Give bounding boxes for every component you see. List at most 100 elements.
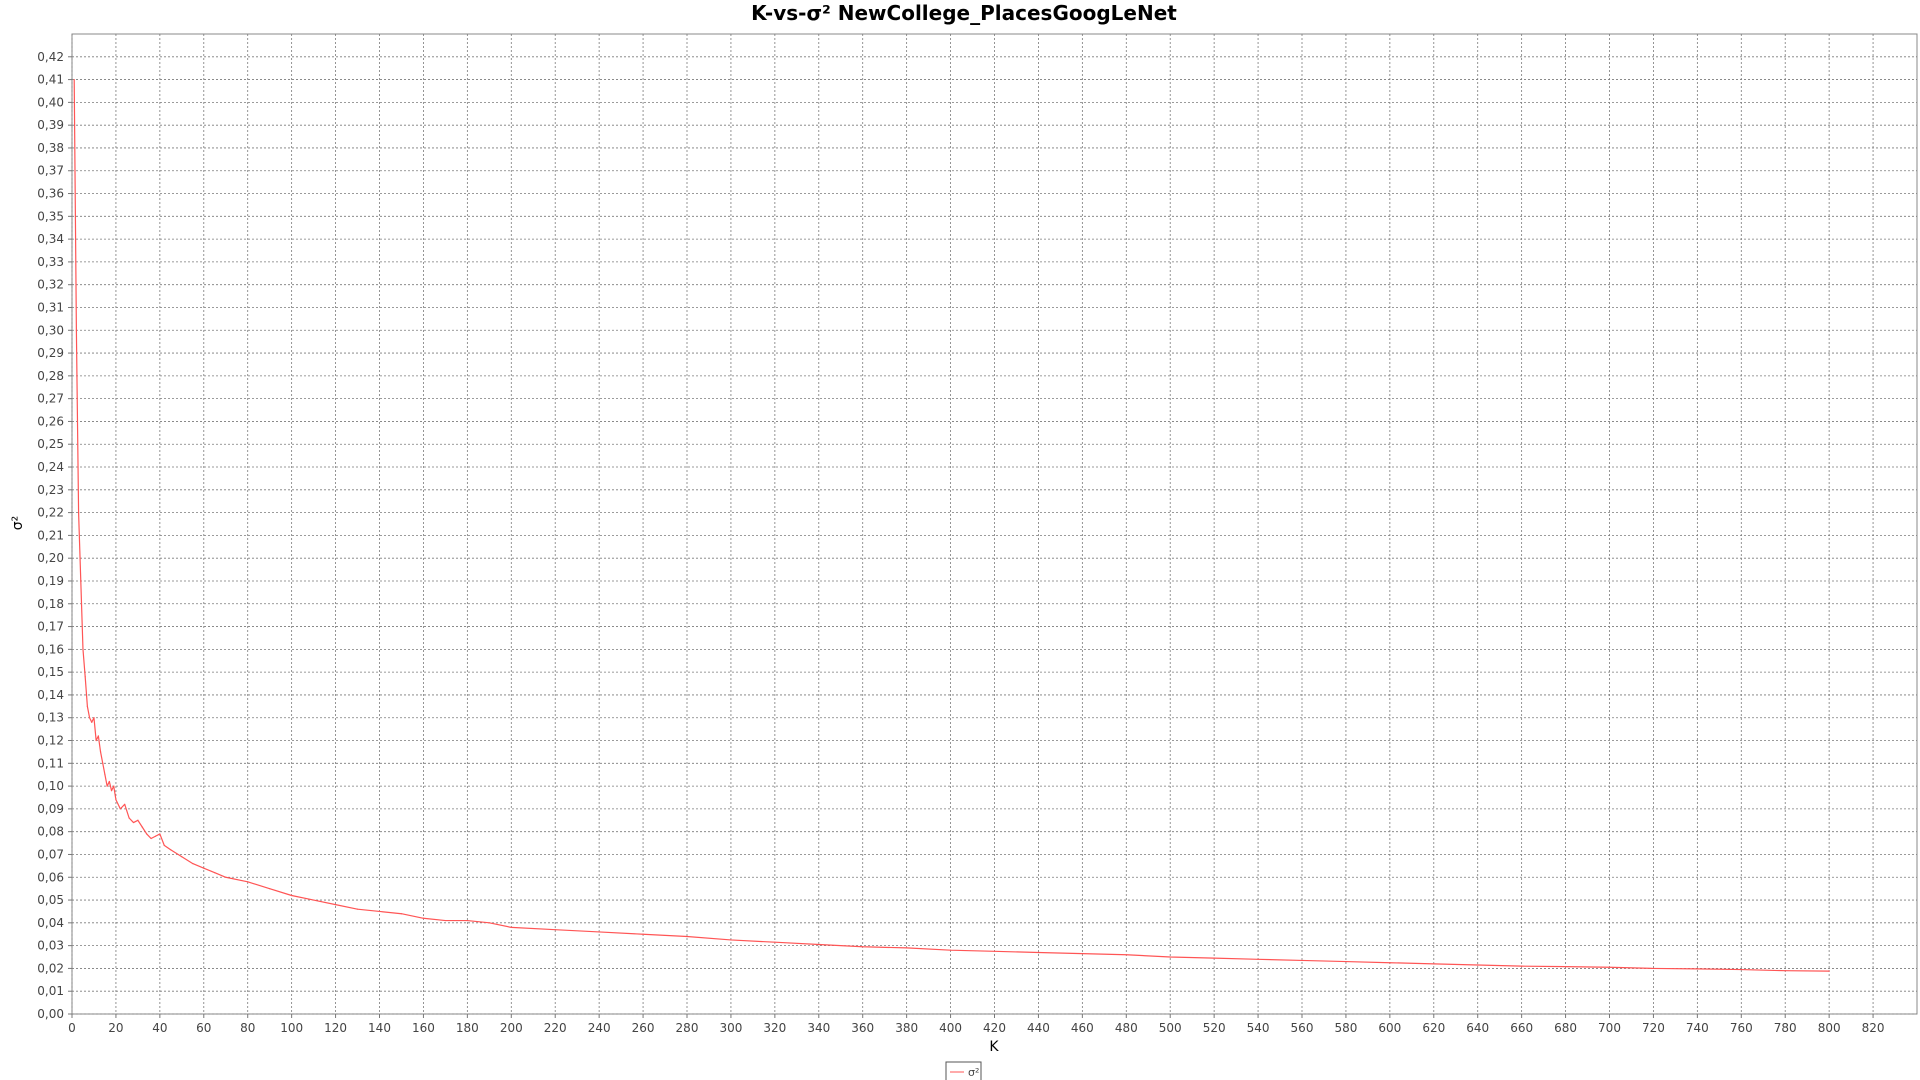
series-point (1257, 958, 1259, 960)
x-tick-label: 140 (368, 1021, 391, 1035)
series-point (75, 329, 77, 331)
series-point (106, 785, 108, 787)
series-point (132, 821, 135, 824)
series-point (818, 943, 820, 946)
series-point (137, 819, 139, 821)
series-point (203, 867, 205, 869)
y-tick-label: 0,34 (37, 232, 64, 246)
series-point (400, 913, 403, 915)
y-tick-label: 0,31 (37, 300, 64, 314)
series-point (993, 950, 996, 952)
y-tick-label: 0,07 (37, 847, 64, 861)
series-point (1169, 956, 1171, 958)
x-tick-label: 240 (588, 1021, 611, 1035)
y-tick-label: 0,17 (37, 620, 64, 634)
x-tick-label: 260 (632, 1021, 655, 1035)
series-point (154, 835, 157, 837)
y-tick-label: 0,19 (37, 574, 64, 588)
x-tick-label: 280 (676, 1021, 699, 1035)
legend-box (945, 1061, 982, 1080)
series-point (686, 935, 688, 938)
series-point (422, 917, 425, 919)
series-point (862, 946, 864, 948)
series-point (225, 876, 227, 878)
series-point (1784, 970, 1786, 972)
y-tick-label: 0,03 (37, 939, 64, 953)
series-point (73, 78, 75, 81)
series-point (510, 926, 512, 929)
y-tick-label: 0,36 (37, 187, 64, 201)
series-point (1521, 965, 1523, 967)
y-tick-label: 0,18 (37, 597, 64, 611)
x-tick-label: 300 (719, 1021, 742, 1035)
y-tick-label: 0,21 (37, 528, 64, 542)
y-tick-label: 0,05 (37, 893, 64, 907)
series-point (730, 939, 732, 941)
series-point (214, 872, 216, 874)
y-tick-label: 0,24 (37, 460, 64, 474)
x-tick-label: 760 (1730, 1021, 1753, 1035)
x-tick-label: 540 (1247, 1021, 1270, 1035)
y-tick-label: 0,20 (37, 551, 64, 565)
y-tick-label: 0,27 (37, 392, 64, 406)
series-point (77, 511, 80, 514)
series-point (159, 833, 161, 835)
series-point (104, 774, 106, 776)
y-tick-label: 0,35 (37, 209, 64, 223)
y-tick-label: 0,38 (37, 141, 64, 155)
y-tick-label: 0,01 (37, 984, 64, 998)
y-tick-label: 0,23 (37, 483, 64, 497)
series-point (291, 894, 293, 897)
y-tick-label: 0,10 (37, 779, 64, 793)
series-point (102, 762, 104, 764)
y-tick-label: 0,09 (37, 802, 64, 816)
x-tick-label: 800 (1818, 1021, 1841, 1035)
x-tick-label: 420 (983, 1021, 1006, 1035)
series-point (642, 933, 644, 935)
series-point (466, 919, 468, 922)
x-tick-label: 620 (1422, 1021, 1445, 1035)
series-point (598, 931, 600, 933)
series-point (1564, 966, 1567, 968)
series-point (247, 881, 249, 883)
series-point (378, 910, 381, 913)
y-tick-label: 0,29 (37, 346, 64, 360)
series-point (488, 922, 490, 924)
y-tick-label: 0,02 (37, 961, 64, 975)
y-tick-label: 0,37 (37, 164, 64, 178)
x-tick-label: 780 (1774, 1021, 1797, 1035)
y-tick-label: 0,16 (37, 642, 64, 656)
series-point (334, 904, 337, 906)
y-tick-label: 0,00 (37, 1007, 64, 1021)
series-point (1389, 962, 1391, 964)
series-point (115, 799, 117, 801)
series-point (1477, 964, 1479, 966)
series-point (1345, 960, 1347, 963)
series-point (82, 648, 84, 650)
series-point (1433, 963, 1435, 965)
x-tick-label: 80 (240, 1021, 255, 1035)
x-tick-label: 160 (412, 1021, 435, 1035)
series-point (1301, 959, 1303, 962)
series-point (163, 844, 165, 846)
x-tick-label: 200 (500, 1021, 523, 1035)
y-tick-label: 0,04 (37, 916, 64, 930)
x-tick-label: 700 (1598, 1021, 1621, 1035)
series-point (444, 919, 446, 922)
y-tick-label: 0,06 (37, 870, 64, 884)
y-tick-label: 0,14 (37, 688, 64, 702)
y-tick-label: 0,28 (37, 369, 64, 383)
x-tick-label: 480 (1115, 1021, 1138, 1035)
series-point (1828, 970, 1830, 972)
x-tick-label: 120 (324, 1021, 347, 1035)
y-tick-label: 0,39 (37, 118, 64, 132)
legend-label: σ² (968, 1066, 979, 1079)
x-tick-label: 180 (456, 1021, 479, 1035)
y-tick-label: 0,40 (37, 95, 64, 109)
x-tick-label: 600 (1378, 1021, 1401, 1035)
series-point (119, 808, 121, 810)
y-tick-label: 0,25 (37, 437, 64, 451)
series-point (95, 739, 97, 742)
y-tick-label: 0,42 (37, 50, 64, 64)
series-point (192, 862, 194, 865)
